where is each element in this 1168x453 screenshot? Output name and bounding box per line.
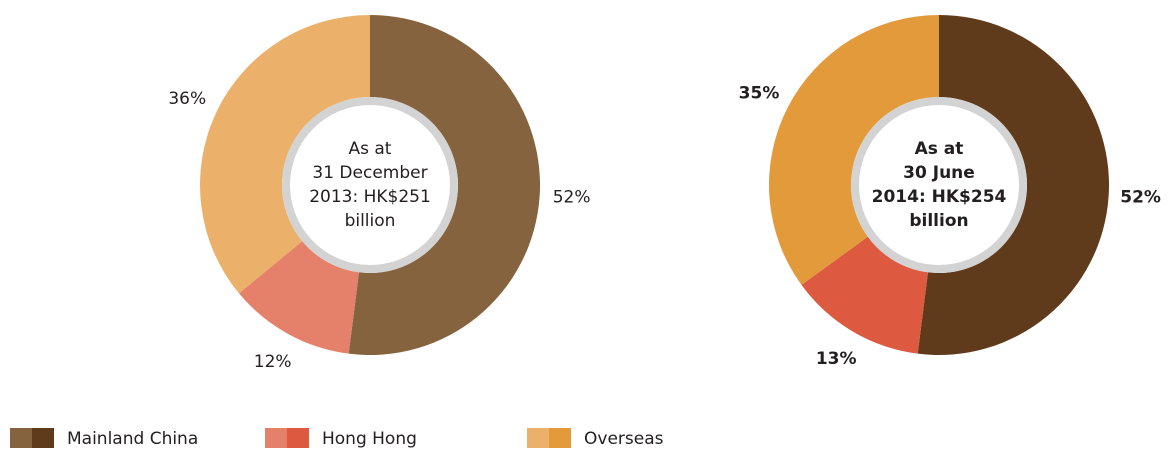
legend-swatch [265, 428, 287, 448]
donut-slice [801, 236, 928, 354]
donut-slice [768, 14, 939, 285]
legend-label: Mainland China [67, 429, 198, 449]
donut-slice [199, 15, 370, 294]
center-ring [282, 97, 458, 273]
donut-slice [239, 241, 359, 354]
legend-swatch [549, 428, 571, 448]
slice-label: 12% [254, 352, 292, 372]
legend-swatch [287, 428, 309, 448]
slice-label: 35% [739, 83, 780, 103]
center-label: 2013: HK$251 [309, 187, 431, 207]
center-label: As at [915, 139, 964, 159]
center-label: As at [349, 139, 392, 159]
center-ring [851, 97, 1027, 273]
center-label: 31 December [312, 163, 427, 183]
legend-swatch [32, 428, 54, 448]
center-label: billion [345, 211, 396, 231]
legend-label: Overseas [584, 429, 664, 449]
legend-swatch [527, 428, 549, 448]
donut-slice [348, 15, 540, 355]
center-label: 2014: HK$254 [872, 187, 1007, 207]
slice-label: 13% [816, 349, 857, 369]
legend-label: Hong Hong [322, 429, 417, 449]
slice-label: 36% [168, 89, 206, 109]
legend-swatch [10, 428, 32, 448]
center-label: 30 June [903, 163, 975, 183]
slice-label: 52% [1120, 188, 1161, 208]
donut-slice [917, 15, 1109, 355]
slice-label: 52% [553, 188, 591, 208]
center-label: billion [909, 211, 968, 231]
